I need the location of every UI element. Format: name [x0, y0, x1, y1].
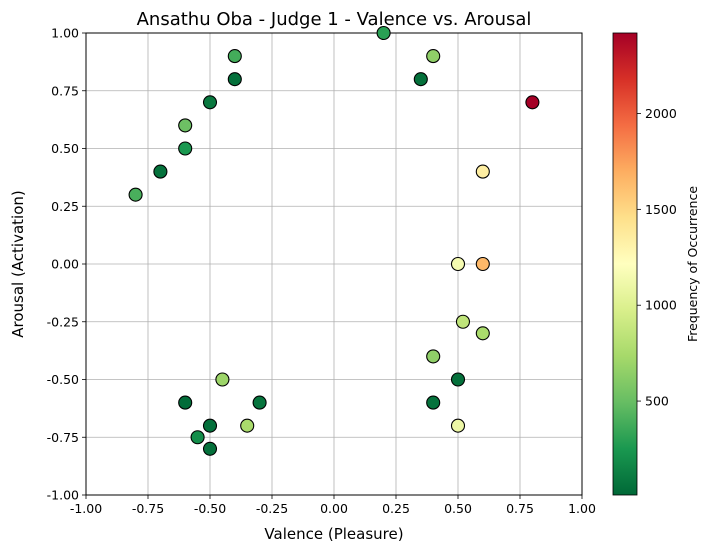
- y-tick-label: -0.50: [47, 372, 79, 387]
- data-point: [450, 372, 466, 387]
- colorbar-tick-label: 500: [645, 394, 669, 409]
- x-tick-label: 1.00: [568, 501, 596, 516]
- data-point: [450, 418, 466, 433]
- colorbar-ticks: 500 1000 1500 2000: [637, 106, 677, 409]
- data-point: [475, 326, 490, 341]
- x-tick-label: 0.25: [382, 501, 410, 516]
- data-point: [450, 256, 466, 272]
- y-tick-label: 1.00: [51, 26, 79, 41]
- x-axis-label: Valence (Pleasure): [264, 525, 403, 543]
- data-point: [227, 49, 242, 64]
- chart-title: Ansathu Oba - Judge 1 - Valence vs. Arou…: [137, 9, 532, 30]
- y-tick-label: -1.00: [47, 488, 79, 503]
- data-point: [426, 349, 441, 364]
- y-tick-label: 0.50: [51, 141, 79, 156]
- grid-lines: [85, 32, 583, 496]
- data-point: [426, 395, 441, 410]
- data-point: [475, 164, 490, 179]
- data-point: [215, 372, 230, 387]
- x-axis: -1.00 -0.75 -0.50 -0.25 0.00 0.25 0.50 0.75 1.00: [70, 495, 596, 516]
- data-point: [202, 418, 218, 433]
- colorbar-label: Frequency of Occurrence: [685, 186, 700, 342]
- data-point: [178, 141, 193, 156]
- data-point: [128, 187, 143, 202]
- data-point: [178, 395, 193, 410]
- colorbar-gradient: [612, 32, 638, 496]
- data-point: [178, 118, 193, 133]
- x-tick-label: -0.25: [256, 501, 288, 516]
- x-tick-label: -1.00: [70, 501, 102, 516]
- x-tick-label: -0.75: [132, 501, 164, 516]
- y-axis: -1.00 -0.75 -0.50 -0.25 0.00 0.25 0.50 0.75 1.00: [47, 26, 86, 503]
- x-tick-label: 0.50: [444, 501, 472, 516]
- colorbar-tick-label: 1500: [645, 202, 677, 217]
- data-point: [227, 72, 242, 87]
- data-point: [202, 95, 218, 110]
- data-point: [190, 430, 205, 445]
- data-point: [426, 49, 441, 64]
- y-tick-label: -0.75: [47, 430, 79, 445]
- data-point: [413, 72, 428, 87]
- y-axis-label: Arousal (Activation): [9, 190, 27, 338]
- data-point: [525, 95, 540, 110]
- data-point: [475, 256, 490, 272]
- colorbar: 500 1000 1500 2000 Frequency of Occurrence: [612, 32, 700, 496]
- data-point: [252, 395, 267, 410]
- y-tick-label: 0.00: [51, 257, 79, 272]
- data-point: [376, 25, 391, 41]
- data-point: [202, 441, 218, 456]
- colorbar-tick-label: 1000: [645, 298, 677, 313]
- x-tick-label: 0.75: [506, 501, 534, 516]
- data-point: [240, 418, 255, 433]
- y-tick-label: -0.25: [47, 314, 79, 329]
- y-tick-label: 0.25: [51, 199, 79, 214]
- colorbar-tick-label: 2000: [645, 106, 677, 121]
- data-points: [128, 25, 540, 456]
- y-tick-label: 0.75: [51, 83, 79, 98]
- data-point: [153, 164, 168, 179]
- x-tick-label: -0.50: [194, 501, 226, 516]
- x-tick-label: 0.00: [320, 501, 348, 516]
- data-point: [455, 314, 471, 329]
